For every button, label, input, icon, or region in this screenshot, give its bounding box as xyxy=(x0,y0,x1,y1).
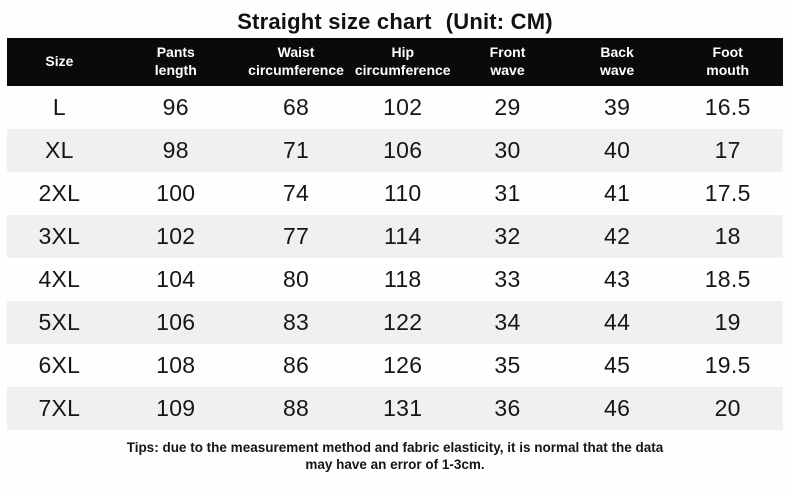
tips-note: Tips: due to the measurement method and … xyxy=(126,440,664,472)
value-cell: 35 xyxy=(494,352,521,378)
value-cell: 71 xyxy=(282,137,310,163)
size-cell: L xyxy=(52,94,66,120)
value-cell: 41 xyxy=(603,180,631,206)
value-cell: 80 xyxy=(282,266,310,292)
value-cell: 31 xyxy=(494,180,521,206)
table-row-4xl: 4XL 104 80 118 33 43 18.5 xyxy=(7,258,783,301)
col-header-foot-mouth: Foot mouth xyxy=(672,38,783,86)
table-row-2xl: 2XL 100 74 110 31 41 17.5 xyxy=(7,172,783,215)
value-cell: 126 xyxy=(383,352,423,378)
size-cell: 3XL xyxy=(38,223,81,249)
value-cell: 102 xyxy=(156,223,196,249)
value-cell: 88 xyxy=(282,395,310,421)
value-cell: 33 xyxy=(494,266,521,292)
value-cell: 17 xyxy=(714,137,741,163)
col-header-pants-length: Pants length xyxy=(111,38,240,86)
value-cell: 20 xyxy=(714,395,741,421)
table-row-xl: XL 98 71 106 30 40 17 xyxy=(7,129,783,172)
value-cell: 68 xyxy=(282,94,310,120)
size-cell: 6XL xyxy=(38,352,81,378)
size-cell: 2XL xyxy=(38,180,81,206)
value-cell: 17.5 xyxy=(704,180,751,206)
value-cell: 104 xyxy=(156,266,196,292)
col-header-waist-circumference: Waist circumference xyxy=(239,38,353,86)
title-unit-label: (Unit: CM) xyxy=(445,9,553,34)
table-row-l: L 96 68 102 29 39 16.5 xyxy=(7,86,783,129)
size-cell: 5XL xyxy=(38,309,81,335)
value-cell: 19 xyxy=(714,309,741,335)
value-cell: 34 xyxy=(494,309,521,335)
value-cell: 102 xyxy=(383,94,423,120)
value-cell: 77 xyxy=(282,223,310,249)
value-cell: 18.5 xyxy=(704,266,751,292)
value-cell: 114 xyxy=(383,223,422,249)
size-cell: 7XL xyxy=(38,395,81,421)
value-cell: 43 xyxy=(603,266,631,292)
table-row-6xl: 6XL 108 86 126 35 45 19.5 xyxy=(7,344,783,387)
col-header-size: Size xyxy=(7,38,112,86)
value-cell: 110 xyxy=(383,180,422,206)
header-row: Size Pants length Waist circumference Hi… xyxy=(7,38,783,86)
size-chart-table: Size Pants length Waist circumference Hi… xyxy=(7,38,783,430)
value-cell: 108 xyxy=(156,352,196,378)
value-cell: 118 xyxy=(383,266,422,292)
value-cell: 30 xyxy=(494,137,521,163)
value-cell: 29 xyxy=(494,94,521,120)
value-cell: 74 xyxy=(282,180,310,206)
table-row-7xl: 7XL 109 88 131 36 46 20 xyxy=(7,387,783,430)
value-cell: 122 xyxy=(383,309,423,335)
size-cell: XL xyxy=(45,137,74,163)
value-cell: 44 xyxy=(603,309,631,335)
value-cell: 131 xyxy=(383,395,423,421)
value-cell: 36 xyxy=(494,395,521,421)
value-cell: 16.5 xyxy=(704,94,751,120)
table-row-5xl: 5XL 106 83 122 34 44 19 xyxy=(7,301,783,344)
value-cell: 100 xyxy=(156,180,196,206)
value-cell: 39 xyxy=(603,94,631,120)
value-cell: 40 xyxy=(603,137,631,163)
value-cell: 98 xyxy=(162,137,189,163)
page-title: Straight size chart (Unit: CM) xyxy=(0,0,790,34)
value-cell: 86 xyxy=(282,352,310,378)
col-header-hip-circumference: Hip circumference xyxy=(352,38,454,86)
col-header-back-wave: Back wave xyxy=(561,38,673,86)
title-text: Straight size chart xyxy=(237,9,432,34)
table-row-3xl: 3XL 102 77 114 32 42 18 xyxy=(7,215,783,258)
value-cell: 42 xyxy=(603,223,631,249)
value-cell: 106 xyxy=(383,137,423,163)
size-cell: 4XL xyxy=(38,266,81,292)
col-header-front-wave: Front wave xyxy=(453,38,562,86)
value-cell: 46 xyxy=(603,395,631,421)
value-cell: 106 xyxy=(156,309,196,335)
value-cell: 96 xyxy=(162,94,189,120)
value-cell: 18 xyxy=(714,223,741,249)
value-cell: 32 xyxy=(494,223,521,249)
value-cell: 45 xyxy=(603,352,631,378)
value-cell: 109 xyxy=(156,395,196,421)
value-cell: 83 xyxy=(282,309,310,335)
value-cell: 19.5 xyxy=(704,352,751,378)
